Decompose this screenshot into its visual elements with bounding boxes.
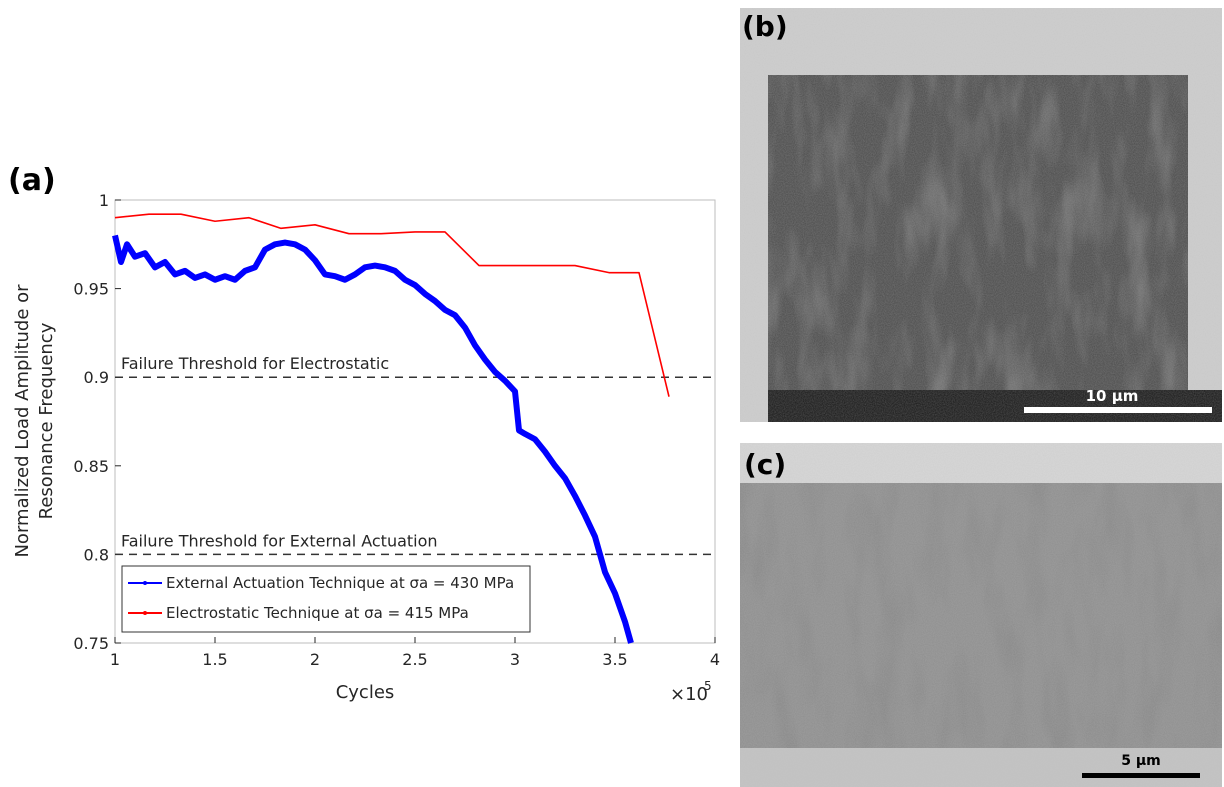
y-tick-label: 0.9: [84, 368, 109, 387]
y-tick-label: 0.95: [73, 280, 109, 299]
scale-bar-label: 5 μm: [1121, 753, 1161, 769]
threshold-label: Failure Threshold for Electrostatic: [121, 354, 389, 373]
legend-marker: [143, 611, 147, 615]
legend-marker: [143, 581, 147, 585]
sem-image-c: 5 μm (c): [740, 443, 1222, 787]
x-scale-label: ×10: [670, 684, 708, 705]
legend-label: External Actuation Technique at σa = 430…: [166, 574, 514, 592]
x-tick-label: 2: [310, 650, 320, 669]
y-tick-label: 1: [99, 191, 109, 210]
panel-label: (c): [744, 448, 786, 481]
x-tick-label: 2.5: [402, 650, 427, 669]
x-tick-label: 1.5: [202, 650, 227, 669]
legend-label: Electrostatic Technique at σa = 415 MPa: [166, 604, 469, 622]
sem-image-b: 10 μm (b): [740, 8, 1222, 422]
y-axis-label: Normalized Load Amplitude or: [12, 284, 33, 558]
y-axis-label: Resonance Frequency: [36, 322, 57, 519]
scale-bar-label: 10 μm: [1086, 387, 1139, 405]
x-axis-label: Cycles: [336, 682, 395, 703]
x-tick-label: 1: [110, 650, 120, 669]
y-tick-label: 0.75: [73, 634, 109, 653]
x-scale-exponent: 5: [704, 679, 712, 693]
panel-label: (b): [742, 10, 788, 43]
x-tick-label: 4: [710, 650, 720, 669]
y-tick-label: 0.85: [73, 457, 109, 476]
threshold-label: Failure Threshold for External Actuation: [121, 531, 438, 550]
panel-label: (a): [8, 163, 56, 198]
x-tick-label: 3.5: [602, 650, 627, 669]
x-tick-label: 3: [510, 650, 520, 669]
y-tick-label: 0.8: [84, 545, 109, 564]
figure: 10 μm (b) 5 μm (c) (a) Cycles Normalized…: [0, 0, 1224, 787]
